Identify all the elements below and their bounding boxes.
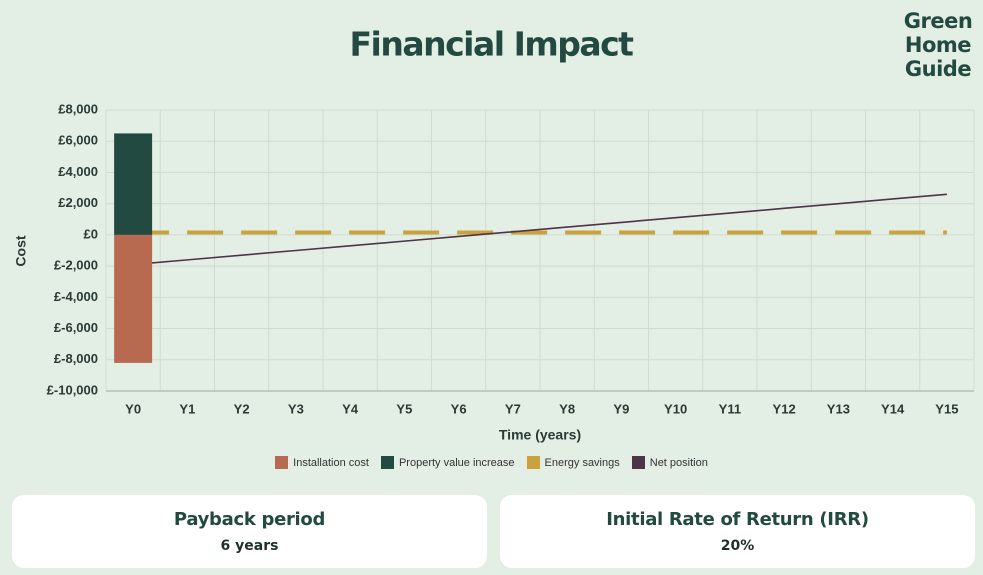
x-tick-label: Y9 [613,401,629,416]
legend-label: Energy savings [544,456,620,469]
logo-line: Green [904,9,973,33]
x-tick-label: Y12 [773,401,796,416]
x-tick-label: Y6 [451,401,467,416]
chart: Financial Impact Green Home Guide Cost T… [13,9,975,443]
card: Initial Rate of Return (IRR) 20% [500,495,975,568]
legend-swatch [275,456,289,469]
bar [114,234,153,363]
legend-item[interactable]: Energy savings [526,456,620,469]
logo-line: Home [905,33,971,57]
x-tick-label: Y7 [505,401,521,416]
card-value: 6 years [220,538,279,554]
card-title: Initial Rate of Return (IRR) [606,509,869,530]
legend-item[interactable]: Installation cost [275,456,369,469]
legend-swatch [380,456,394,469]
x-axis-title: Time (years) [499,427,581,443]
x-tick-label: Y1 [179,401,195,416]
y-tick-label: £-8,000 [54,351,98,366]
y-tick-label: £-10,000 [47,382,98,397]
y-tick-label: £2,000 [58,195,98,210]
legend-label: Net position [649,456,708,469]
chart-title: Financial Impact [350,25,635,64]
x-tick-label: Y14 [881,401,905,416]
card-value: 20% [720,538,755,554]
line-solid [133,193,947,266]
legend: Installation cost Property value increase… [0,456,983,469]
y-tick-label: £-2,000 [54,258,98,273]
x-tick-label: Y15 [935,401,958,416]
y-axis-title: Cost [13,235,29,266]
x-tick-label: Y13 [827,401,850,416]
x-tick-label: Y4 [342,401,359,416]
logo-line: Guide [905,57,971,81]
legend-swatch [526,456,540,469]
x-tick-label: Y10 [664,401,687,416]
x-tick-label: Y5 [396,401,412,416]
legend-label: Installation cost [293,456,369,469]
legend-label: Property value increase [398,456,515,469]
x-tick-label: Y0 [125,401,141,416]
legend-item[interactable]: Property value increase [380,456,515,469]
bar [114,133,153,235]
legend-swatch [631,456,645,469]
x-tick-label: Y11 [719,401,741,416]
x-tick-label: Y3 [288,401,304,416]
x-tick-label: Y2 [234,401,250,416]
x-tick-label: Y8 [559,401,575,416]
y-tick-label: £-4,000 [54,289,98,304]
y-tick-label: £8,000 [58,101,98,116]
legend-item[interactable]: Net position [631,456,708,469]
y-tick-label: £0 [84,226,98,241]
card-title: Payback period [173,509,326,530]
card: Payback period 6 years [12,495,487,568]
y-tick-label: £6,000 [58,133,98,148]
y-tick-label: £4,000 [58,164,98,179]
y-tick-label: £-6,000 [54,320,98,335]
